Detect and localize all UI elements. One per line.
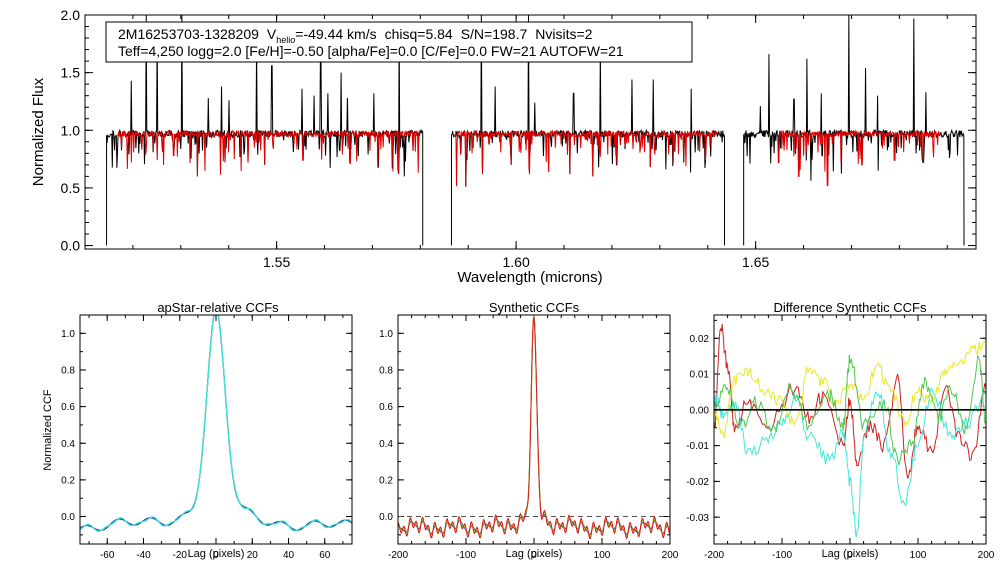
chisq: chisq=5.84	[385, 26, 453, 42]
synthetic-ccf-ytick-label: 0.0	[379, 512, 393, 523]
spectrum-lines	[106, 15, 965, 246]
difference-ccf-xtick-label: 100	[910, 550, 927, 561]
v-subscript: helio	[276, 35, 295, 45]
spectrum-ytick-label: 1.5	[61, 65, 81, 81]
apstar-ccf-series	[80, 315, 352, 531]
synthetic-ccf-xtick-label: -100	[456, 550, 476, 561]
apstar-ccf-lines	[80, 315, 352, 533]
difference-ccf-xtick-label: -100	[772, 550, 792, 561]
difference-ccf-xtick-label: 200	[978, 550, 995, 561]
observed-spectrum-line	[743, 15, 965, 246]
spectrum-ytick-label: 0.5	[61, 180, 81, 196]
apstar-ccf-series	[80, 315, 352, 532]
spectrum-ytick-label: 0.0	[61, 238, 81, 254]
apstar-ccf-ylabel: Normalized CCF	[42, 389, 54, 471]
difference-ccf-series-red	[714, 323, 986, 479]
spectrum-panel: 1.55 1.60 1.65 0.0 0.5 1.0 1.5 2.0 Wavelength (…	[30, 7, 977, 286]
object-id: 2M16253703-1328209	[118, 26, 259, 42]
difference-ccf-xtick-label: -200	[704, 550, 724, 561]
synthetic-ccf-series	[398, 315, 670, 536]
synthetic-ccf-ytick-label: 0.4	[379, 439, 393, 450]
apstar-ccf-ytick-label: 0.4	[61, 439, 75, 450]
apstar-ccf-xtick-label: -20	[173, 550, 188, 561]
spectrum-ylabel: Normalized Flux	[30, 77, 47, 186]
apstar-ccf-series	[80, 315, 352, 533]
synthetic-ccf-xtick-label: 200	[662, 550, 679, 561]
synthetic-ccf-title: Synthetic CCFs	[489, 300, 580, 315]
synthetic-ccf-xlabel: Lag (pixels)	[506, 548, 563, 560]
apstar-ccf-xtick-label: 20	[247, 550, 259, 561]
apstar-ccf-xtick-label: -60	[100, 550, 115, 561]
difference-ccf-ticks: -200 -100 0 100 200 -0.03 -0.02 -0.01 0.00 0.01 0.…	[686, 315, 995, 561]
synthetic-ccf-xtick-label: 0	[531, 550, 537, 561]
spectrum-ytick-label: 2.0	[61, 7, 81, 23]
difference-ccf-series-yellow	[714, 338, 986, 438]
apstar-ccf-xlabel: Lag (pixels)	[188, 548, 245, 560]
spectrum-xlabel: Wavelength (microns)	[457, 269, 602, 286]
apstar-ccf-xtick-label: 60	[319, 550, 331, 561]
v-label: V	[267, 26, 277, 42]
apstar-ccf-frame	[79, 314, 353, 545]
spectrum-xtick-label: 1.55	[263, 254, 290, 270]
apstar-ccf-xtick-label: -40	[136, 550, 151, 561]
difference-ccf-ytick-label: -0.03	[686, 513, 709, 524]
difference-ccf-ytick-label: 0.02	[690, 334, 710, 345]
difference-ccf-panel: Difference Synthetic CCFs -200 -100 0 100 20…	[686, 300, 995, 561]
difference-ccf-ytick-label: 0.01	[690, 370, 710, 381]
apstar-ccf-panel: apStar-relative CCFs -60 -40 -20 0 20 40 60 0.0…	[42, 300, 353, 561]
apstar-ccf-xtick-label: 0	[213, 550, 219, 561]
snr: S/N=198.7	[461, 26, 528, 42]
annotation-box: 2M16253703-1328209 Vhelio=-49.44 km/s chis…	[105, 21, 693, 63]
difference-ccf-frame	[713, 314, 987, 545]
annotation-line-1: 2M16253703-1328209 Vhelio=-49.44 km/s chis…	[118, 26, 593, 45]
apstar-ccf-ytick-label: 0.0	[61, 512, 75, 523]
v-value: =-49.44 km/s	[295, 26, 376, 42]
difference-ccf-title: Difference Synthetic CCFs	[774, 300, 927, 315]
synthetic-ccf-xtick-label: 100	[594, 550, 611, 561]
difference-ccf-xlabel: Lag (pixels)	[822, 548, 879, 560]
apstar-ccf-title: apStar-relative CCFs	[157, 300, 279, 315]
difference-ccf-ytick-label: -0.02	[686, 477, 709, 488]
synthetic-ccf-frame	[397, 314, 671, 545]
synthetic-ccf-series	[398, 316, 670, 540]
apstar-ccf-ytick-label: 1.0	[61, 329, 75, 340]
difference-ccf-ytick-label: -0.01	[686, 441, 709, 452]
synthetic-ccf-panel: Synthetic CCFs -200 -100 0 100 200 0.0 0.2 0.4 0…	[379, 300, 679, 561]
synthetic-ccf-ytick-label: 0.8	[379, 366, 393, 377]
synthetic-ccf-series	[398, 315, 670, 537]
synthetic-ccf-ytick-label: 1.0	[379, 329, 393, 340]
synthetic-ccf-series	[398, 316, 670, 538]
synthetic-ccf-ytick-label: 0.2	[379, 475, 393, 486]
model-spectrum-line	[117, 129, 421, 177]
synthetic-ccf-lines	[398, 315, 670, 540]
synthetic-ccf-xtick-label: -200	[388, 550, 408, 561]
synthetic-ccf-ytick-label: 0.6	[379, 402, 393, 413]
apstar-ccf-ytick-label: 0.2	[61, 475, 75, 486]
difference-ccf-series-cyan	[714, 386, 986, 538]
nvisits: Nvisits=2	[535, 26, 592, 42]
apstar-ccf-ytick-label: 0.6	[61, 402, 75, 413]
spectrum-frame	[84, 14, 977, 250]
difference-ccf-ytick-label: 0.00	[690, 405, 710, 416]
apstar-ccf-xtick-label: 40	[283, 550, 295, 561]
spectrum-ytick-label: 1.0	[61, 122, 81, 138]
spectrum-xtick-label: 1.60	[503, 254, 530, 270]
model-spectrum-line	[776, 128, 941, 187]
difference-ccf-xtick-label: 0	[847, 550, 853, 561]
apstar-ccf-ytick-label: 0.8	[61, 366, 75, 377]
difference-ccf-lines	[714, 323, 986, 538]
annotation-line-2: Teff=4,250 logg=2.0 [Fe/H]=-0.50 [alpha/…	[118, 43, 624, 59]
synthetic-ccf-series	[398, 316, 670, 539]
model-spectrum-line	[454, 129, 718, 187]
spectrum-xtick-label: 1.65	[742, 254, 769, 270]
